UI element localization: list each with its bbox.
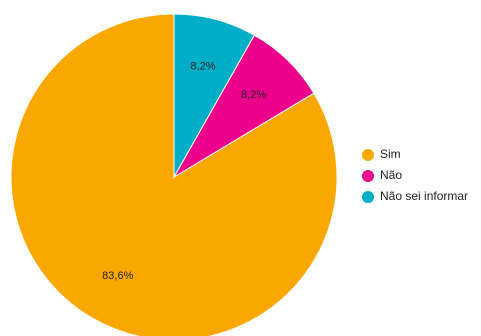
slice-label-nao-sei-informar: 8,2% [191,61,216,73]
slice-label-nao: 8,2% [241,89,266,101]
legend-swatch-nao-sei-informar [362,191,374,203]
pie-slices [10,13,338,336]
legend-label-nao-sei-informar: Não sei informar [380,189,468,203]
legend-swatch-nao [362,170,374,182]
legend-label-nao: Não [380,168,402,182]
legend: Sim Não Não sei informar [362,147,468,203]
legend-label-sim: Sim [380,147,401,161]
legend-item-nao[interactable]: Não [362,168,402,182]
pie-slice-labels: 83,6% 8,2% 8,2% [102,61,266,283]
slice-label-sim: 83,6% [102,270,133,282]
legend-swatch-sim [362,149,374,161]
legend-item-sim[interactable]: Sim [362,147,401,161]
legend-item-nao-sei-informar[interactable]: Não sei informar [362,189,468,203]
pie-slice-nao-sei-informar[interactable] [173,13,255,179]
